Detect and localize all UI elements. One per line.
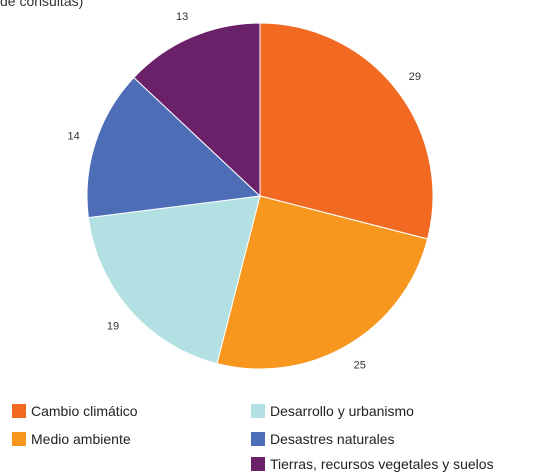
legend-item-desastres-naturales: Desastres naturales — [251, 431, 395, 447]
legend-item-cambio-climatico: Cambio climático — [12, 403, 138, 419]
pie-slice-tierras-recursos — [133, 22, 261, 198]
data-label-tierras-recursos: 13 — [176, 11, 188, 23]
legend-label: Desastres naturales — [270, 431, 395, 447]
pie-slice-desarrollo-urbanismo — [87, 195, 261, 365]
legend-item-medio-ambiente: Medio ambiente — [12, 431, 131, 447]
chart-title: de consultas) — [0, 0, 84, 9]
pie-slice-medio-ambiente — [216, 195, 429, 370]
legend-label: Cambio climático — [31, 403, 138, 419]
pie-chart: 29 25 19 14 13 — [67, 11, 434, 372]
data-label-desastres-naturales: 14 — [67, 130, 79, 142]
legend-item-desarrollo-urbanismo: Desarrollo y urbanismo — [251, 403, 414, 419]
legend-label: Desarrollo y urbanismo — [270, 403, 414, 419]
pie-slice-cambio-climatico — [259, 22, 434, 240]
legend-label: Medio ambiente — [31, 431, 131, 447]
data-label-cambio-climatico: 29 — [409, 71, 421, 83]
legend-swatch — [12, 432, 26, 446]
legend-label: Tierras, recursos vegetales y suelos — [270, 456, 494, 472]
legend-swatch — [251, 404, 265, 418]
legend-swatch — [251, 457, 265, 471]
data-label-medio-ambiente: 25 — [354, 360, 366, 372]
data-label-desarrollo-urbanismo: 19 — [107, 321, 119, 333]
legend-swatch — [251, 432, 265, 446]
legend-item-tierras-recursos: Tierras, recursos vegetales y suelos — [251, 456, 494, 472]
pie-slice-desastres-naturales — [86, 76, 262, 219]
legend-swatch — [12, 404, 26, 418]
